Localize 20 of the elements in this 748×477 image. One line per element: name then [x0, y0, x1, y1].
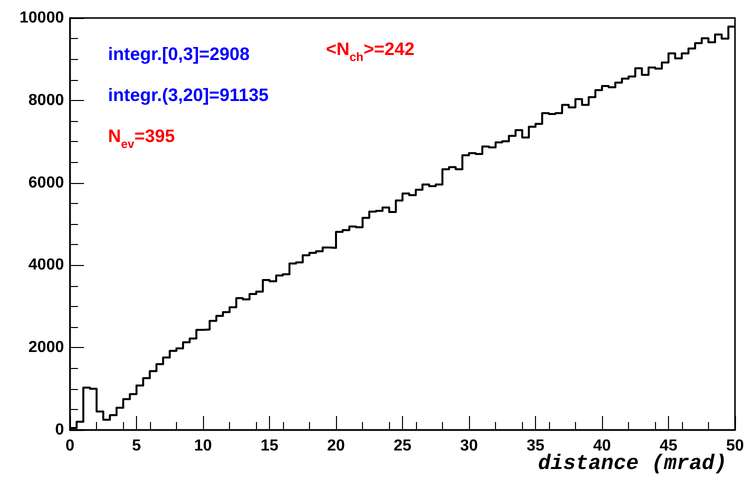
x-tick-label: 50 [726, 438, 744, 454]
x-tick-label: 40 [593, 438, 611, 454]
y-tick-label: 8000 [28, 92, 64, 109]
y-tick-label: 10000 [20, 10, 64, 26]
x-tick-label: 5 [132, 438, 142, 454]
x-tick-label: 35 [526, 438, 544, 454]
x-tick-label: 10 [194, 438, 212, 454]
x-tick-label: 15 [260, 438, 278, 454]
x-tick-label: 0 [66, 438, 75, 454]
y-tick-label: 0 [55, 422, 64, 438]
x-tick-label: 20 [327, 438, 345, 454]
x-tick-label: 45 [660, 438, 678, 454]
annotation: integr.(3,20]=91135 [108, 85, 269, 105]
y-tick-label: 2000 [28, 339, 64, 356]
y-tick-label: 4000 [28, 256, 64, 274]
y-tick-label: 6000 [28, 174, 64, 192]
annotation: integr.[0,3]=2908 [108, 44, 250, 64]
x-axis-title: distance (mrad) [538, 453, 727, 476]
x-tick-label: 25 [394, 438, 412, 454]
x-tick-label: 30 [460, 438, 478, 454]
